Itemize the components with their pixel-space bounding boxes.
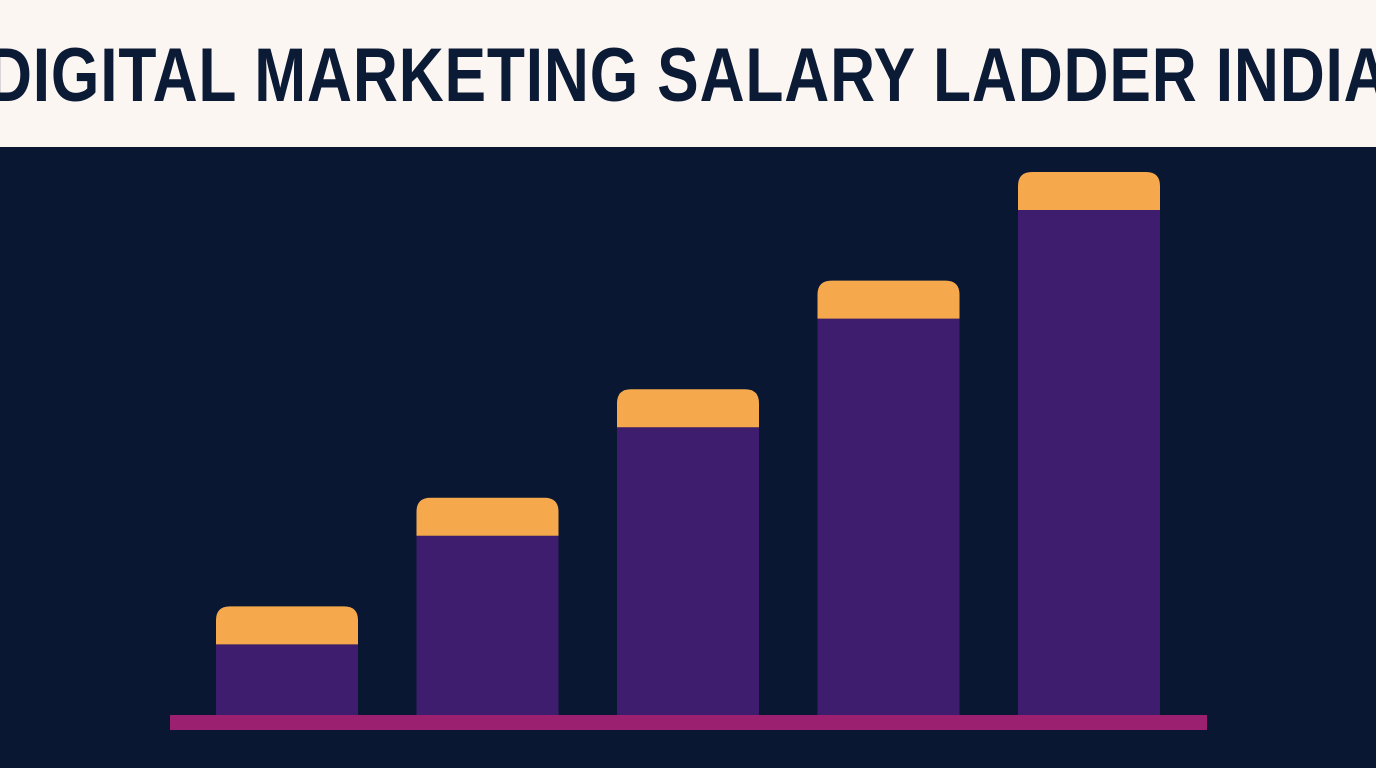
- bar-body-1: [216, 644, 358, 715]
- bar-2: [416, 497, 559, 715]
- chart-area: [0, 147, 1376, 768]
- bar-cap-5: [1018, 172, 1160, 210]
- bar-4: [817, 280, 960, 715]
- bar-cap-1: [216, 606, 358, 645]
- title-banner: DIGITAL MARKETING SALARY LADDER INDIA: [0, 0, 1376, 147]
- bar-cap-3: [617, 389, 759, 428]
- bar-5: [1018, 172, 1160, 715]
- bar-cap-2: [416, 497, 559, 536]
- bar-body-2: [416, 535, 559, 715]
- bar-3: [617, 389, 759, 715]
- bar-chart: [170, 172, 1207, 730]
- bar-body-5: [1018, 210, 1160, 715]
- bar-body-3: [617, 427, 759, 715]
- baseline: [170, 715, 1207, 730]
- bar-1: [216, 606, 358, 715]
- bar-body-4: [817, 318, 960, 715]
- chart-title: DIGITAL MARKETING SALARY LADDER INDIA: [0, 32, 1376, 118]
- bar-cap-4: [817, 280, 960, 319]
